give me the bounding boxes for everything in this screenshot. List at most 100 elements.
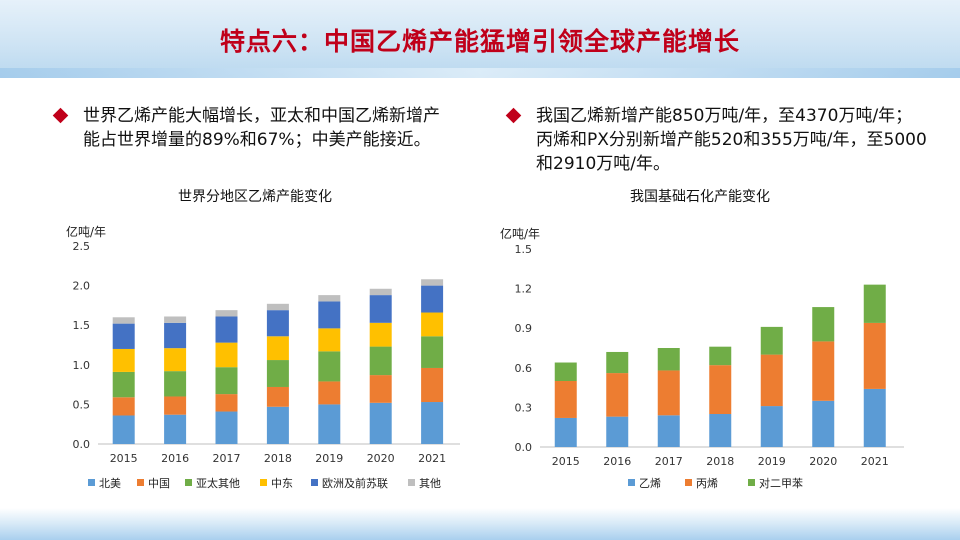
x-tick-label: 2020 xyxy=(367,452,395,465)
bar-segment-2015-欧洲及前苏联 xyxy=(112,323,135,349)
y-tick-label: 2.5 xyxy=(73,240,91,253)
bar-segment-2016-乙烯 xyxy=(606,416,629,447)
legend-swatch-其他 xyxy=(408,479,415,486)
bar-segment-2015-北美 xyxy=(112,415,135,444)
bar-segment-2019-北美 xyxy=(318,404,341,444)
y-tick-label: 0.0 xyxy=(515,441,533,454)
bar-segment-2018-中东 xyxy=(266,336,289,361)
x-tick-label: 2018 xyxy=(264,452,292,465)
legend-label-欧洲及前苏联: 欧洲及前苏联 xyxy=(322,476,388,490)
legend-label-中国: 中国 xyxy=(148,477,170,490)
bar-segment-2018-中国 xyxy=(266,386,289,407)
x-tick-label: 2016 xyxy=(161,452,189,465)
legend-swatch-亚太其他 xyxy=(185,479,192,486)
y-tick-label: 0.3 xyxy=(515,401,533,414)
chart-2: 亿吨/年 0.0 0.3 0.6 0.9 1.2 1.5 2015 2016 2017 2018 20… xyxy=(500,226,904,490)
bar-segment-2018-欧洲及前苏联 xyxy=(266,310,289,337)
legend-label-其他: 其他 xyxy=(419,477,441,490)
bar-segment-2018-亚太其他 xyxy=(266,360,289,387)
bar-segment-2017-中国 xyxy=(215,394,238,412)
legend-swatch-丙烯 xyxy=(685,479,692,486)
x-tick-label: 2018 xyxy=(706,455,734,468)
bar-segment-2015-丙烯 xyxy=(554,381,577,418)
bar-segment-2020-中东 xyxy=(369,322,392,347)
y-tick-label: 0.0 xyxy=(73,438,91,451)
chart1-title: 世界分地区乙烯产能变化 xyxy=(178,189,332,205)
bar-segment-2019-中国 xyxy=(318,381,341,405)
bar-segment-2016-其他 xyxy=(164,316,187,323)
bar-segment-2015-乙烯 xyxy=(554,417,577,447)
y-tick-label: 0.6 xyxy=(515,362,533,375)
bar-segment-2016-北美 xyxy=(164,414,187,444)
bullet-right: 我国乙烯新增产能850万吨/年，至4370万吨/年；丙烯和PX分别新增产能520… xyxy=(505,104,928,180)
y-tick-label: 1.5 xyxy=(515,243,533,256)
bar-segment-2016-中国 xyxy=(164,396,187,415)
x-tick-label: 2019 xyxy=(315,452,343,465)
bar-segment-2017-乙烯 xyxy=(657,415,680,447)
bar-segment-2020-对二甲苯 xyxy=(812,307,835,342)
bar-segment-2017-其他 xyxy=(215,310,238,317)
x-tick-label: 2019 xyxy=(758,455,786,468)
y-tick-label: 1.2 xyxy=(515,283,533,296)
legend-label-亚太其他: 亚太其他 xyxy=(196,477,240,490)
bullet-left-text: 世界乙烯产能大幅增长，亚太和中国乙烯新增产能占世界增量的89%和67%；中美产能… xyxy=(83,106,440,150)
bar-segment-2016-亚太其他 xyxy=(164,371,187,397)
legend-label-北美: 北美 xyxy=(99,477,121,490)
bar-segment-2020-乙烯 xyxy=(812,400,835,447)
bar-segment-2016-丙烯 xyxy=(606,373,629,417)
bar-segment-2021-丙烯 xyxy=(863,322,886,389)
bar-segment-2021-亚太其他 xyxy=(421,336,444,368)
bar-segment-2019-其他 xyxy=(318,295,341,302)
x-tick-label: 2015 xyxy=(110,452,138,465)
bar-segment-2019-乙烯 xyxy=(760,406,783,447)
bar-segment-2015-亚太其他 xyxy=(112,371,135,398)
bar-segment-2017-北美 xyxy=(215,411,238,444)
y-tick-label: 0.5 xyxy=(73,398,91,411)
bar-segment-2020-亚太其他 xyxy=(369,346,392,376)
x-tick-label: 2021 xyxy=(861,455,889,468)
bar-segment-2021-北美 xyxy=(421,402,444,444)
legend-swatch-北美 xyxy=(88,479,95,486)
bar-segment-2017-亚太其他 xyxy=(215,367,238,395)
chart2-title: 我国基础石化产能变化 xyxy=(630,189,770,205)
legend-swatch-对二甲苯 xyxy=(748,479,755,486)
legend-label-乙烯: 乙烯 xyxy=(639,477,661,490)
legend-label-丙烯: 丙烯 xyxy=(696,477,718,490)
bar-segment-2020-欧洲及前苏联 xyxy=(369,295,392,323)
x-tick-label: 2021 xyxy=(418,452,446,465)
header-band xyxy=(0,0,960,78)
bar-segment-2018-对二甲苯 xyxy=(709,346,732,366)
footer-band xyxy=(0,508,960,540)
bullet-left: 世界乙烯产能大幅增长，亚太和中国乙烯新增产能占世界增量的89%和67%；中美产能… xyxy=(52,104,455,180)
x-tick-label: 2017 xyxy=(213,452,241,465)
page-title: 特点六：中国乙烯产能猛增引领全球产能增长 xyxy=(219,27,740,56)
legend-swatch-乙烯 xyxy=(628,479,635,486)
y-tick-label: 1.0 xyxy=(73,359,91,372)
bar-segment-2019-丙烯 xyxy=(760,354,783,407)
bar-segment-2018-丙烯 xyxy=(709,365,732,414)
bar-segment-2021-中东 xyxy=(421,312,444,337)
legend-label-中东: 中东 xyxy=(271,477,293,490)
bar-segment-2016-对二甲苯 xyxy=(606,351,629,374)
bar-segment-2016-欧洲及前苏联 xyxy=(164,322,187,349)
legend-swatch-欧洲及前苏联 xyxy=(311,479,318,486)
chart-1: 亿吨/年 0.0 0.5 1.0 1.5 2.0 2.5 2015 2016 2017 2018 20… xyxy=(66,224,460,490)
bar-segment-2019-对二甲苯 xyxy=(760,326,783,355)
bar-segment-2021-欧洲及前苏联 xyxy=(421,285,444,313)
bar-segment-2021-对二甲苯 xyxy=(863,284,886,323)
bar-segment-2018-北美 xyxy=(266,406,289,444)
bar-segment-2021-中国 xyxy=(421,367,444,403)
x-tick-label: 2017 xyxy=(655,455,683,468)
y-tick-label: 2.0 xyxy=(73,280,91,293)
bar-segment-2019-中东 xyxy=(318,328,341,352)
bar-segment-2021-其他 xyxy=(421,279,444,286)
bar-segment-2017-丙烯 xyxy=(657,370,680,416)
y-tick-label: 0.9 xyxy=(515,322,533,335)
bar-segment-2018-乙烯 xyxy=(709,414,732,447)
bar-segment-2015-中东 xyxy=(112,348,135,372)
bar-segment-2015-对二甲苯 xyxy=(554,362,577,381)
x-tick-label: 2015 xyxy=(552,455,580,468)
bar-segment-2020-其他 xyxy=(369,288,392,296)
bar-segment-2015-中国 xyxy=(112,397,135,416)
